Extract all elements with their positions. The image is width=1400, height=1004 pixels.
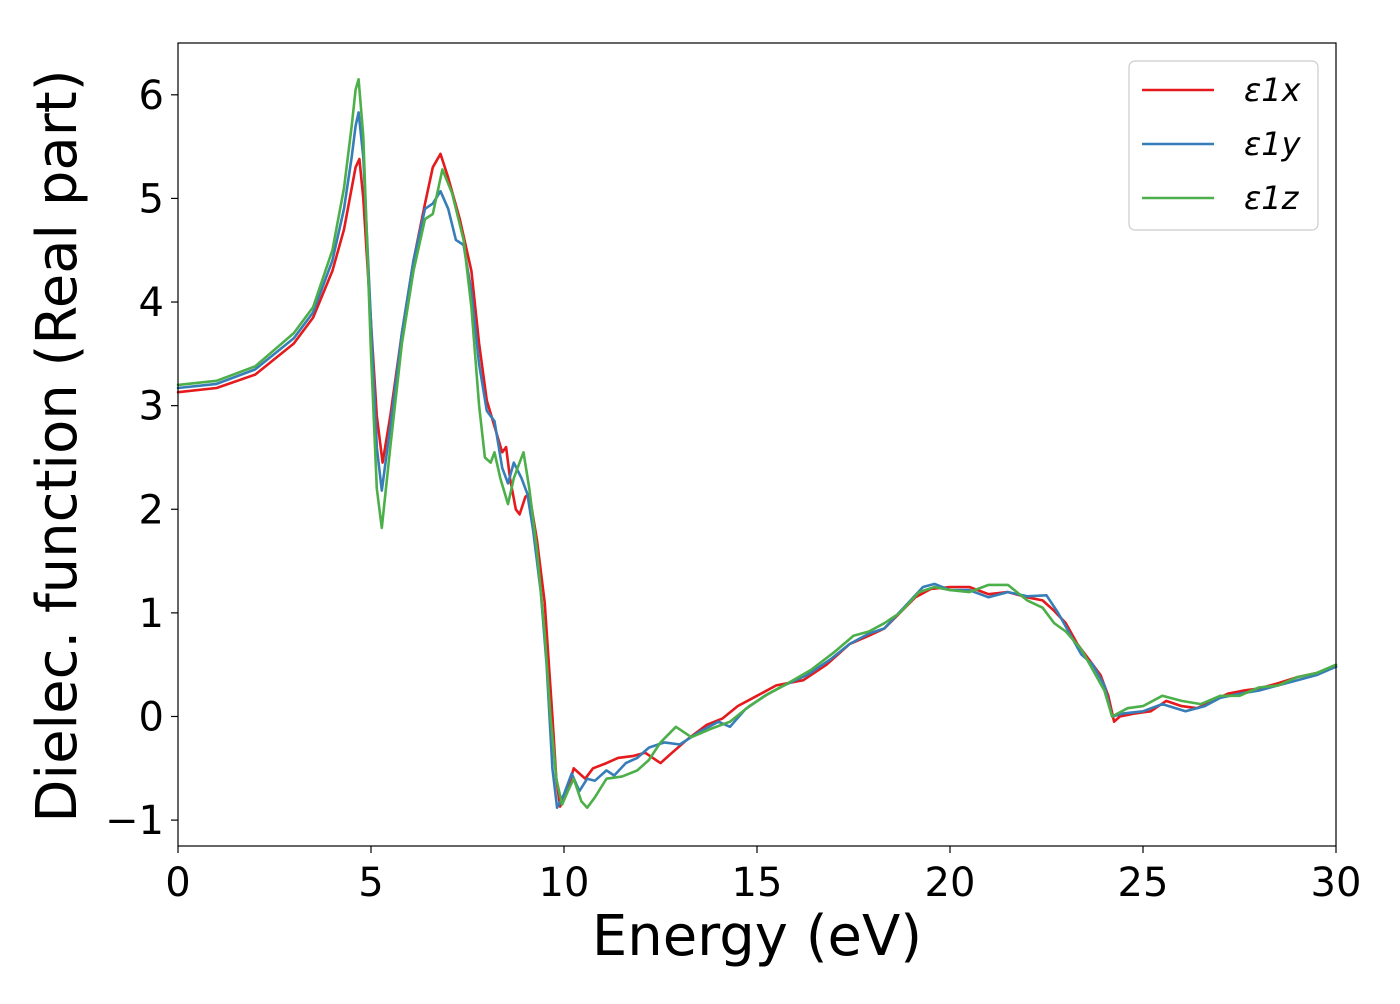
y-tick-label: 4	[139, 280, 164, 326]
legend-box	[1128, 60, 1319, 231]
y-tick-label: 1	[139, 591, 164, 637]
y-tick-label: −1	[105, 798, 164, 844]
series-lines	[176, 78, 1338, 809]
x-axis-label: Energy (eV)	[592, 904, 922, 969]
y-axis-ticks: −1 0 1 2 3 4 5 6	[105, 73, 178, 844]
legend: ε1x ε1y ε1z	[1128, 60, 1319, 231]
y-tick-label: 5	[139, 176, 164, 222]
y-tick-label: 0	[139, 694, 164, 740]
x-tick-label: 15	[732, 860, 783, 906]
x-tick-label: 30	[1311, 860, 1362, 906]
x-tick-label: 10	[539, 860, 590, 906]
x-tick-label: 20	[925, 860, 976, 906]
x-tick-label: 5	[358, 860, 383, 906]
x-tick-label: 0	[165, 860, 190, 906]
y-tick-label: 3	[139, 384, 164, 430]
legend-label-1: ε1x	[1244, 71, 1302, 109]
series-line-3	[176, 78, 1338, 809]
x-tick-label: 25	[1118, 860, 1169, 906]
x-axis-ticks: 0 5 10 15 20 25 30	[165, 846, 1361, 906]
y-axis-label: Dielec. function (Real part)	[25, 69, 90, 822]
y-tick-label: 6	[139, 73, 164, 119]
y-tick-label: 2	[139, 487, 164, 533]
legend-label-2: ε1y	[1244, 125, 1302, 163]
legend-label-3: ε1z	[1244, 179, 1300, 217]
